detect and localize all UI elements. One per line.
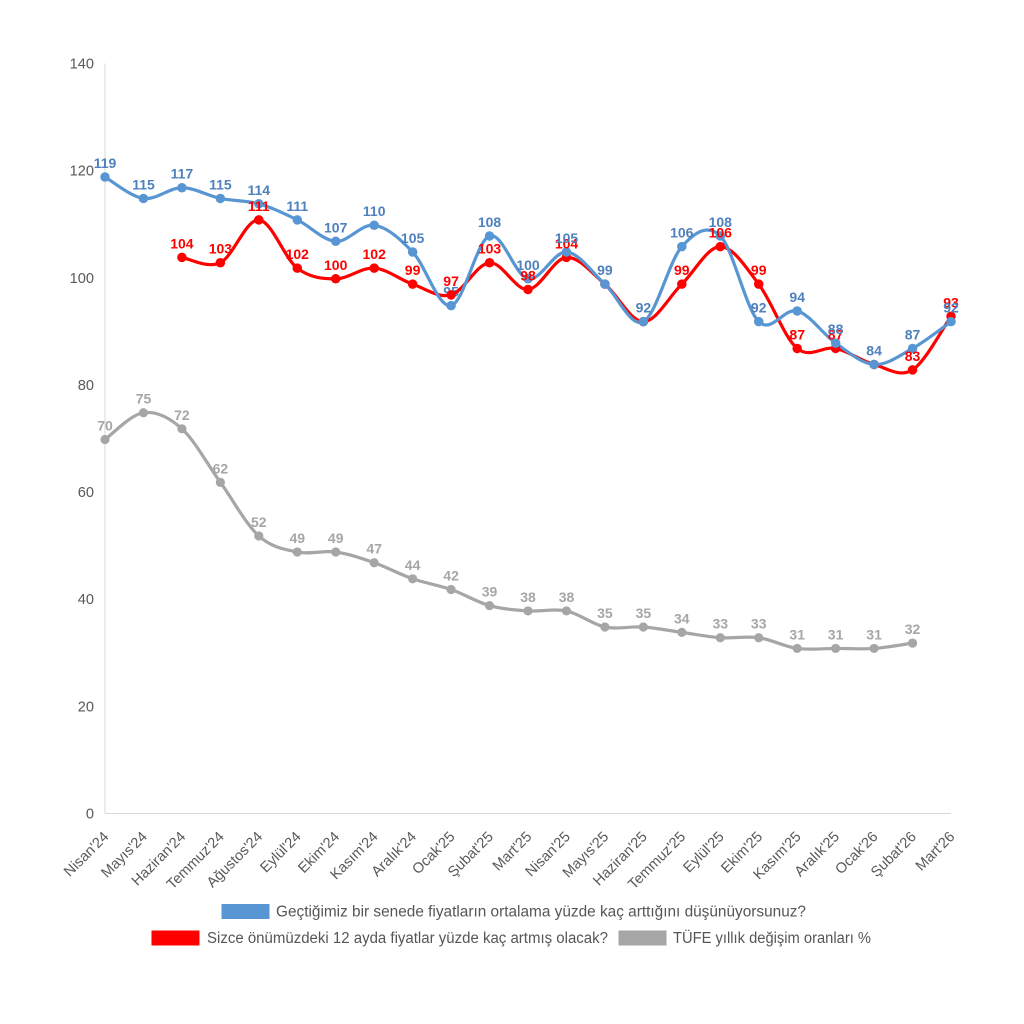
- svg-text:40: 40: [78, 592, 94, 608]
- svg-text:70: 70: [97, 418, 113, 434]
- svg-text:97: 97: [443, 273, 459, 289]
- svg-text:31: 31: [866, 626, 882, 642]
- svg-text:31: 31: [828, 626, 844, 642]
- svg-text:100: 100: [516, 257, 540, 273]
- svg-text:32: 32: [905, 621, 921, 637]
- svg-text:103: 103: [478, 241, 502, 257]
- svg-text:105: 105: [555, 230, 579, 246]
- svg-text:120: 120: [70, 164, 94, 180]
- svg-text:Sizce önümüzdeki 12 ayda fiyat: Sizce önümüzdeki 12 ayda fiyatlar yüzde …: [207, 930, 608, 947]
- svg-text:110: 110: [363, 203, 386, 219]
- svg-text:33: 33: [751, 616, 767, 632]
- svg-text:87: 87: [789, 326, 805, 342]
- svg-text:111: 111: [248, 198, 270, 214]
- svg-text:88: 88: [828, 321, 844, 337]
- svg-text:106: 106: [670, 225, 694, 241]
- svg-text:92: 92: [943, 300, 959, 316]
- svg-text:35: 35: [636, 605, 652, 621]
- svg-text:80: 80: [78, 378, 94, 394]
- svg-text:47: 47: [366, 541, 382, 557]
- svg-text:39: 39: [482, 584, 498, 600]
- svg-text:104: 104: [555, 235, 579, 251]
- svg-text:115: 115: [209, 176, 232, 192]
- svg-text:31: 31: [789, 626, 805, 642]
- svg-text:84: 84: [866, 343, 882, 359]
- svg-text:44: 44: [405, 557, 421, 573]
- svg-text:119: 119: [94, 155, 117, 171]
- svg-text:115: 115: [132, 176, 155, 192]
- svg-text:98: 98: [520, 268, 536, 284]
- svg-text:94: 94: [789, 289, 805, 305]
- svg-text:52: 52: [251, 514, 267, 530]
- svg-text:20: 20: [78, 699, 94, 715]
- svg-text:99: 99: [751, 262, 767, 278]
- svg-text:35: 35: [597, 605, 613, 621]
- svg-text:38: 38: [559, 589, 575, 605]
- svg-text:87: 87: [905, 326, 921, 342]
- svg-text:38: 38: [520, 589, 536, 605]
- svg-text:42: 42: [443, 568, 459, 584]
- svg-text:33: 33: [713, 616, 729, 632]
- svg-text:87: 87: [828, 326, 844, 342]
- svg-text:92: 92: [751, 300, 767, 316]
- svg-text:140: 140: [70, 57, 94, 73]
- svg-text:111: 111: [286, 198, 308, 214]
- svg-text:60: 60: [78, 485, 94, 501]
- svg-text:TÜFE yıllık değişim oranları %: TÜFE yıllık değişim oranları %: [673, 929, 871, 947]
- svg-text:105: 105: [401, 230, 425, 246]
- svg-text:106: 106: [709, 225, 733, 241]
- svg-text:104: 104: [170, 235, 194, 251]
- svg-text:75: 75: [136, 391, 152, 407]
- svg-text:108: 108: [478, 214, 502, 230]
- svg-text:Geçtiğimiz bir senede fiyatlar: Geçtiğimiz bir senede fiyatların ortalam…: [276, 904, 806, 921]
- svg-text:117: 117: [171, 166, 194, 182]
- svg-text:100: 100: [70, 271, 94, 287]
- svg-text:100: 100: [324, 257, 348, 273]
- svg-text:108: 108: [709, 214, 733, 230]
- svg-text:93: 93: [943, 294, 959, 310]
- svg-text:99: 99: [405, 262, 421, 278]
- svg-text:103: 103: [209, 241, 233, 257]
- svg-text:62: 62: [213, 460, 229, 476]
- svg-text:107: 107: [324, 219, 348, 235]
- svg-text:102: 102: [363, 246, 387, 262]
- svg-text:102: 102: [286, 246, 310, 262]
- svg-text:114: 114: [248, 182, 271, 198]
- svg-text:49: 49: [328, 530, 344, 546]
- svg-text:34: 34: [674, 610, 690, 626]
- svg-text:49: 49: [290, 530, 306, 546]
- svg-text:72: 72: [174, 407, 190, 423]
- svg-text:0: 0: [86, 807, 94, 823]
- svg-text:83: 83: [905, 348, 921, 364]
- svg-text:99: 99: [674, 262, 690, 278]
- svg-text:92: 92: [636, 300, 652, 316]
- svg-text:99: 99: [597, 262, 613, 278]
